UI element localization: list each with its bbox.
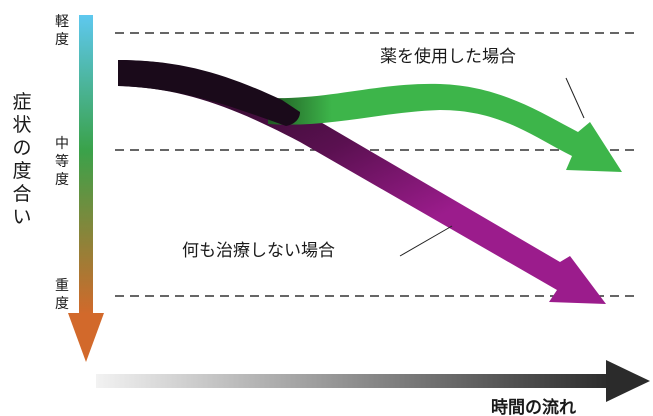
no-treatment-label: 何も治療しない場合: [182, 241, 335, 261]
svg-text:合: 合: [12, 183, 31, 205]
svg-text:い: い: [12, 206, 31, 228]
svg-text:度: 度: [55, 172, 69, 188]
svg-text:度: 度: [55, 296, 69, 312]
with-medicine-leader-line: [565, 77, 585, 119]
level-label-mild: 軽 度: [55, 14, 69, 48]
level-label-moderate: 中 等 度: [55, 136, 69, 188]
svg-text:の: の: [12, 137, 31, 159]
svg-text:等: 等: [55, 153, 69, 170]
no-treatment-leader-line: [399, 225, 453, 257]
svg-text:状: 状: [12, 114, 31, 136]
x-axis-label: 時間の流れ: [491, 397, 576, 416]
svg-text:重: 重: [55, 278, 69, 294]
no-treatment-path-arrow: [118, 60, 606, 304]
svg-text:症: 症: [12, 91, 31, 113]
with-medicine-label: 薬を使用した場合: [380, 46, 516, 67]
svg-text:度: 度: [12, 160, 31, 182]
svg-text:軽: 軽: [55, 14, 69, 30]
y-axis-label: 症 状 の 度 合 い: [12, 91, 31, 228]
with-medicine-path-arrow: [268, 83, 622, 172]
start-segment: [118, 60, 300, 126]
svg-text:度: 度: [55, 32, 69, 48]
level-label-severe: 重 度: [55, 278, 69, 312]
svg-text:中: 中: [55, 136, 69, 152]
time-axis-arrow: [96, 360, 650, 402]
severity-axis-arrow: [68, 15, 104, 362]
